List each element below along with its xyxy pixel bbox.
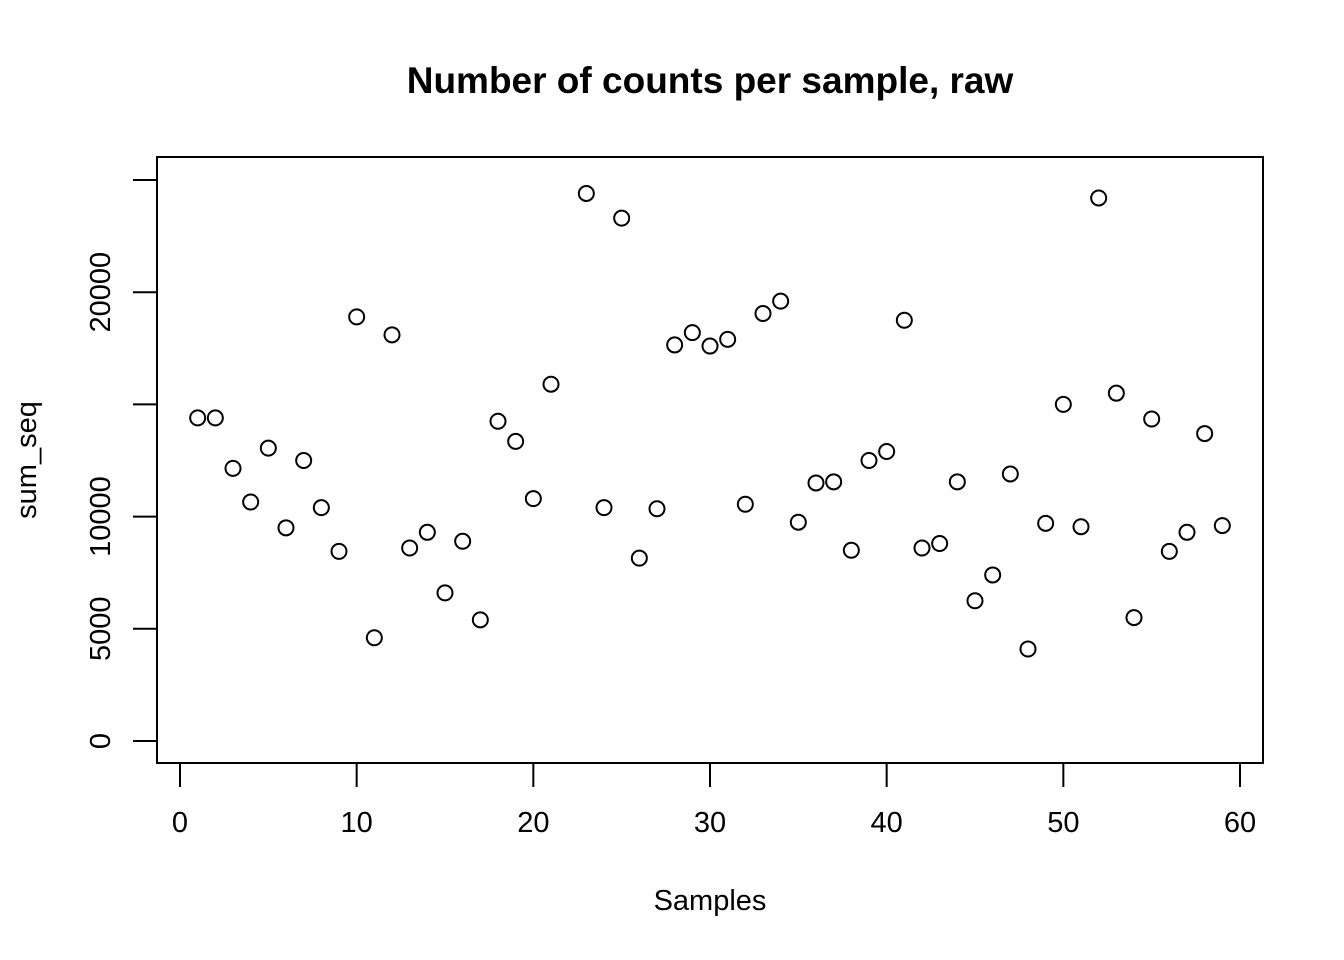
x-tick-label: 50 [1047,807,1079,839]
y-axis: 0 5000 10000 20000 [85,179,158,749]
data-point [772,292,790,310]
data-point [754,305,772,323]
data-point [736,495,754,513]
data-point [401,539,419,557]
data-point [206,409,224,427]
data-point [719,330,737,348]
x-tick-label: 60 [1224,807,1256,839]
x-axis: 0 10 20 30 40 50 60 [172,762,1256,839]
data-point [948,473,966,491]
x-tick-label: 0 [172,807,188,839]
data-point [1125,609,1143,627]
data-point [1054,395,1072,413]
y-tick-label: 10000 [85,476,117,557]
y-axis-label: sum_seq [11,401,43,519]
data-points [189,184,1231,658]
data-point [1037,514,1055,532]
chart-title: Number of counts per sample, raw [407,60,1014,101]
data-point [348,308,366,326]
data-point [666,336,684,354]
data-point [648,500,666,518]
data-point [842,541,860,559]
data-point [524,490,542,508]
data-point [1001,465,1019,483]
x-tick-label: 30 [694,807,726,839]
data-point [330,542,348,560]
data-point [365,629,383,647]
data-point [259,439,277,457]
data-point [595,499,613,517]
data-point [242,493,260,511]
data-point [1196,425,1214,443]
data-point [984,566,1002,584]
data-point [789,513,807,531]
y-tick-label: 0 [85,733,117,749]
data-point [1107,384,1125,402]
data-point [507,432,525,450]
data-point [895,311,913,329]
data-point [701,337,719,355]
data-point [277,519,295,537]
data-point [860,452,878,469]
data-point [1160,542,1178,560]
data-point [913,539,931,557]
data-point [189,409,207,427]
data-point [1143,410,1161,428]
data-point [683,324,701,342]
data-point [542,375,560,393]
data-point [825,473,843,491]
data-point [224,459,242,477]
data-point [471,611,489,629]
data-point [878,443,896,461]
data-point [577,184,595,202]
data-point [1213,517,1231,535]
data-point [1072,518,1090,536]
data-point [1019,640,1037,658]
y-tick-label: 20000 [85,252,117,333]
x-axis-label: Samples [654,885,767,917]
data-point [630,549,648,567]
x-tick-label: 20 [517,807,549,839]
data-point [807,474,825,492]
data-point [613,209,631,227]
data-point [489,412,507,430]
plot-frame [156,156,1264,764]
data-point [454,532,472,550]
data-point [436,584,454,602]
data-point [312,499,330,517]
data-point [418,523,436,541]
data-point [931,535,949,553]
data-point [1178,523,1196,541]
data-point [383,326,401,344]
x-tick-label: 40 [871,807,903,839]
data-point [295,452,313,469]
data-point [1090,189,1108,207]
y-tick-label: 5000 [85,597,117,662]
data-point [966,592,984,610]
x-tick-label: 10 [341,807,373,839]
